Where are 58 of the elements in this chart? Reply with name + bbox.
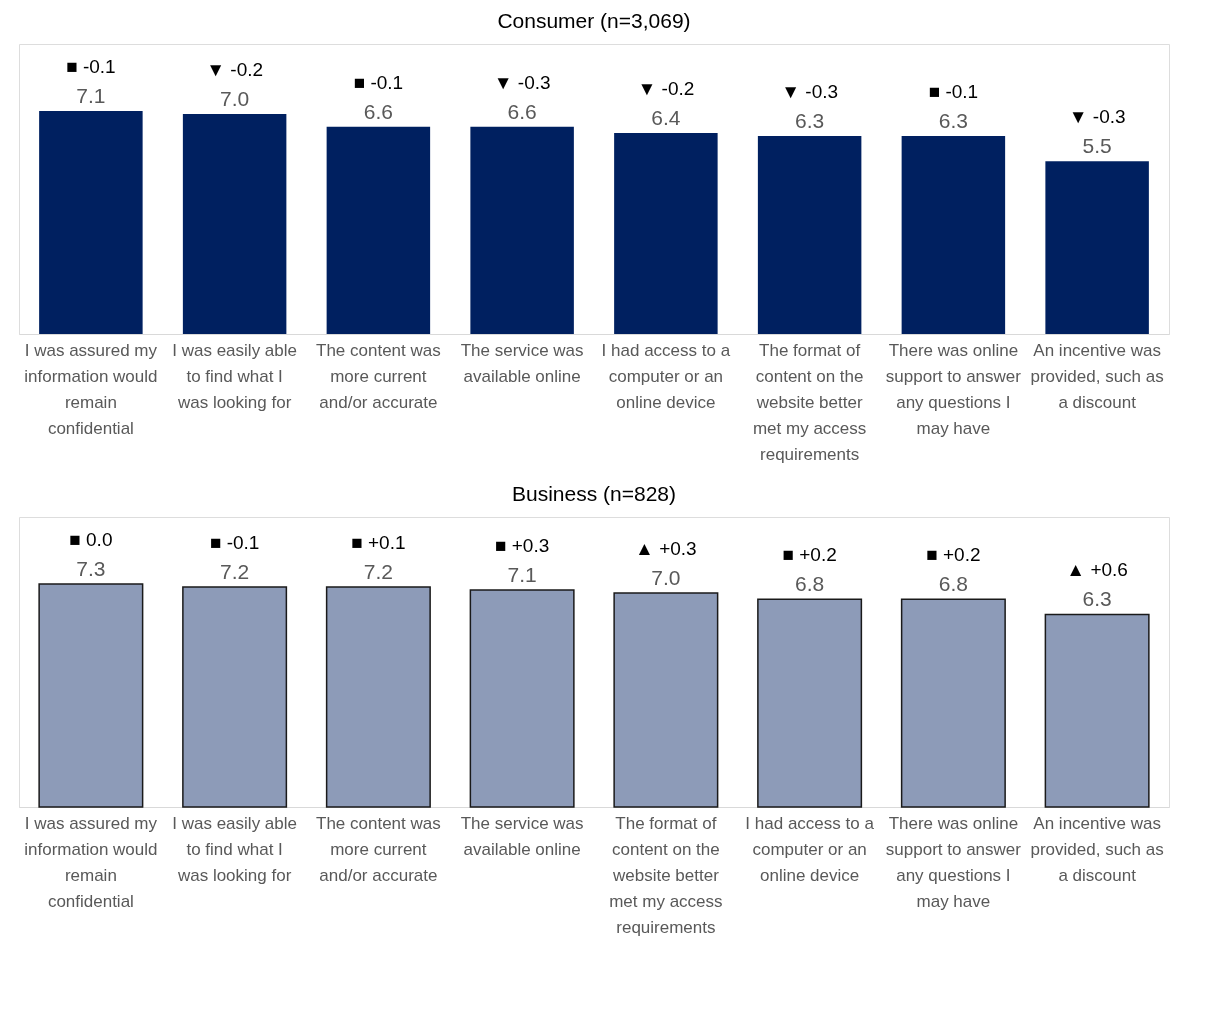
x-tick-label: I was assured my information would remain confidential xyxy=(24,340,158,438)
chart-title: Consumer (n=3,069) xyxy=(497,9,691,32)
bar xyxy=(326,126,431,334)
data-label: 6.3 xyxy=(938,109,968,133)
annotation: ■ +0.1 xyxy=(351,531,406,553)
bar xyxy=(182,114,287,334)
x-tick-label: The format of content on the website better met my access requirements xyxy=(752,340,867,464)
data-label: 6.8 xyxy=(938,572,968,596)
bar xyxy=(39,110,143,334)
bar xyxy=(1045,161,1149,334)
annotation: ▼ -0.3 xyxy=(1068,106,1126,128)
x-tick-label: I was easily able to find what I was looking for xyxy=(172,813,297,885)
data-label: 7.1 xyxy=(507,563,537,587)
x-tick-label: I had access to a computer or an online device xyxy=(745,813,875,885)
annotation: ■ -0.1 xyxy=(209,531,260,553)
x-tick-label: I had access to a computer or an online device xyxy=(601,340,731,412)
annotation: ▲ +0.6 xyxy=(1066,559,1128,581)
x-tick-label: An incentive was provided, such as a discount xyxy=(1030,813,1164,885)
bar xyxy=(614,132,718,334)
bar xyxy=(901,136,1006,334)
annotation: ■ +0.3 xyxy=(494,535,550,557)
annotation: ▼ -0.2 xyxy=(206,59,264,81)
x-tick-label: There was online support to answer any questions I may have xyxy=(885,813,1022,911)
annotation: ■ -0.1 xyxy=(928,81,979,103)
x-tick-label: The content was more current and/or accurate xyxy=(316,340,441,412)
x-tick-label: There was online support to answer any questions I may have xyxy=(885,340,1022,438)
bar xyxy=(757,136,862,334)
x-tick-label: The content was more current and/or accurate xyxy=(316,813,441,885)
annotation: ■ +0.2 xyxy=(782,544,837,566)
data-label: 7.3 xyxy=(76,556,106,580)
data-label: 7.0 xyxy=(220,87,250,111)
data-label: 6.3 xyxy=(1082,587,1112,611)
x-tick-label: The format of content on the website better met my access requirements xyxy=(609,813,723,937)
bar xyxy=(470,126,574,334)
x-tick-label: The service was available online xyxy=(460,340,584,386)
annotation: ▼ -0.2 xyxy=(637,77,695,99)
data-label: 7.2 xyxy=(220,559,250,583)
data-label: 6.4 xyxy=(651,105,681,129)
x-tick-label: I was assured my information would remain confidential xyxy=(24,813,158,911)
x-tick-label: The service was available online xyxy=(460,813,584,859)
chart-title: Business (n=828) xyxy=(511,482,677,505)
data-label: 7.2 xyxy=(363,559,393,583)
annotation: ■ -0.1 xyxy=(66,55,116,77)
data-label: 6.6 xyxy=(363,99,393,123)
annotation: ▼ -0.3 xyxy=(781,81,839,103)
x-tick-label: I was easily able to find what I was looking for xyxy=(172,340,297,412)
x-tick-label: An incentive was provided, such as a discount xyxy=(1030,340,1164,412)
data-label: 6.8 xyxy=(795,572,825,596)
annotation: ■ -0.1 xyxy=(353,71,404,93)
annotation: ▲ +0.3 xyxy=(635,538,697,560)
data-label: 6.3 xyxy=(795,109,825,133)
data-label: 5.5 xyxy=(1082,134,1112,158)
data-label: 7.0 xyxy=(651,566,681,590)
data-label: 7.1 xyxy=(76,83,106,107)
data-label: 6.6 xyxy=(507,99,537,123)
annotation: ■ +0.2 xyxy=(926,544,981,566)
annotation: ■ 0.0 xyxy=(69,528,113,550)
annotation: ▼ -0.3 xyxy=(493,71,551,93)
